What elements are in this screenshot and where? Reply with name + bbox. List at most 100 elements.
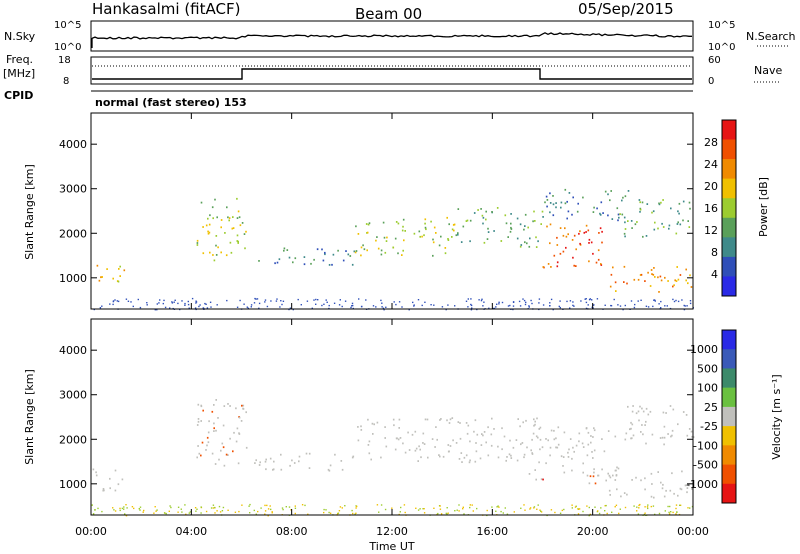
velocity-cell bbox=[638, 419, 640, 422]
power-cell bbox=[238, 216, 241, 219]
velocity-near-range-cell bbox=[675, 507, 677, 510]
power-cell bbox=[237, 242, 239, 244]
velocity-near-range-cell bbox=[253, 509, 255, 512]
power-cell bbox=[638, 199, 641, 201]
power-cell bbox=[549, 211, 551, 214]
velocity-cell bbox=[601, 438, 603, 440]
velocity-near-range-cell bbox=[687, 507, 689, 509]
velocity-cell bbox=[197, 420, 200, 423]
power-cell bbox=[368, 222, 371, 225]
velocity-cell bbox=[438, 454, 440, 456]
power-scatter-band bbox=[609, 265, 693, 293]
power-scatter-band bbox=[196, 197, 247, 262]
power-cell bbox=[640, 273, 643, 276]
velocity-cell bbox=[200, 454, 202, 457]
velocity-near-range-cell bbox=[97, 507, 99, 510]
power-near-range-cell bbox=[321, 304, 323, 307]
velocity-cell bbox=[473, 430, 475, 433]
velocity-cell bbox=[259, 461, 261, 464]
power-near-range-cell bbox=[569, 300, 572, 302]
x-tick-label: 16:00 bbox=[476, 525, 508, 538]
velocity-near-range-cell bbox=[689, 507, 691, 509]
power-cell bbox=[227, 216, 229, 219]
velocity-near-range-cell bbox=[344, 505, 346, 507]
velocity-cell bbox=[420, 456, 422, 459]
velocity-cell bbox=[635, 412, 638, 415]
power-cell bbox=[401, 229, 404, 232]
power-cell bbox=[600, 201, 603, 204]
velocity-cell bbox=[569, 438, 572, 440]
velocity-near-range-cell bbox=[446, 507, 448, 509]
power-near-range-cell bbox=[610, 305, 613, 307]
velocity-near-range-cell bbox=[294, 512, 296, 515]
velocity-near-range-cell bbox=[264, 513, 266, 515]
velocity-near-range-cell bbox=[597, 510, 599, 512]
power-near-range-cell bbox=[445, 308, 447, 311]
velocity-near-range-cell bbox=[578, 508, 581, 510]
power-cell bbox=[433, 226, 436, 229]
velocity-scatter-band bbox=[582, 471, 599, 485]
power-cell bbox=[615, 290, 617, 292]
nsky-label: N.Sky bbox=[4, 30, 36, 43]
power-near-range-cell bbox=[112, 300, 115, 303]
power-near-range-cell bbox=[683, 304, 685, 307]
velocity-near-range-cell bbox=[563, 508, 565, 511]
power-near-range-cell bbox=[250, 304, 253, 306]
power-cell bbox=[636, 221, 638, 223]
power-cell bbox=[510, 222, 512, 225]
power-near-range-cell bbox=[191, 297, 194, 300]
velocity-near-range-cell bbox=[403, 504, 406, 506]
power-scatter-band bbox=[455, 207, 544, 248]
velocity-near-range-cell bbox=[400, 506, 402, 509]
velocity-near-range-cell bbox=[614, 506, 616, 508]
velocity-cell bbox=[536, 417, 538, 420]
power-cell bbox=[357, 233, 360, 235]
velocity-near-range-cell bbox=[506, 513, 509, 515]
velocity-cell bbox=[392, 418, 395, 421]
velocity-cell bbox=[614, 469, 617, 472]
power-cell bbox=[220, 251, 222, 254]
velocity-near-range-cell bbox=[168, 510, 170, 512]
power-cell bbox=[446, 216, 448, 219]
power-cell bbox=[673, 284, 675, 287]
power-near-range-cell bbox=[395, 303, 397, 306]
date-title: 05/Sep/2015 bbox=[578, 0, 674, 18]
velocity-cell bbox=[480, 444, 483, 446]
velocity-cell bbox=[483, 431, 486, 433]
power-cell bbox=[679, 223, 682, 226]
power-cell bbox=[676, 223, 679, 225]
velocity-near-range-cell bbox=[669, 505, 671, 508]
power-near-range-cell bbox=[292, 308, 294, 311]
velocity-cell bbox=[617, 467, 620, 470]
velocity-cell bbox=[360, 425, 362, 428]
power-near-range-cell bbox=[413, 305, 415, 307]
power-cell bbox=[623, 281, 625, 283]
power-near-range-cell bbox=[114, 299, 116, 301]
power-cell bbox=[598, 232, 600, 234]
power-cell bbox=[466, 219, 469, 222]
power-cell bbox=[565, 246, 567, 249]
velocity-cell bbox=[597, 474, 599, 477]
power-near-range-cell bbox=[279, 306, 281, 308]
velocity-cell bbox=[555, 446, 557, 449]
velocity-cell bbox=[659, 437, 662, 439]
power-cell bbox=[510, 226, 512, 229]
velocity-near-range-cell bbox=[650, 505, 652, 508]
velocity-cell bbox=[221, 442, 224, 445]
velocity-cell bbox=[491, 417, 493, 420]
velocity-cell bbox=[616, 488, 618, 491]
power-cell bbox=[404, 230, 406, 232]
power-near-range-cell bbox=[247, 307, 249, 309]
power-cell bbox=[365, 223, 368, 225]
power-cell bbox=[609, 199, 611, 202]
velocity-near-range-cell bbox=[131, 506, 134, 508]
velocity-near-range-cell bbox=[471, 504, 473, 506]
x-tick-label: 04:00 bbox=[175, 525, 207, 538]
power-cell bbox=[313, 258, 315, 261]
velocity-cell bbox=[469, 459, 471, 462]
power-cell bbox=[207, 230, 209, 233]
power-near-range-cell bbox=[117, 300, 120, 303]
velocity-near-range-cell bbox=[139, 509, 141, 511]
power-near-range-cell bbox=[325, 299, 327, 301]
velocity-scatter-band bbox=[545, 426, 620, 477]
